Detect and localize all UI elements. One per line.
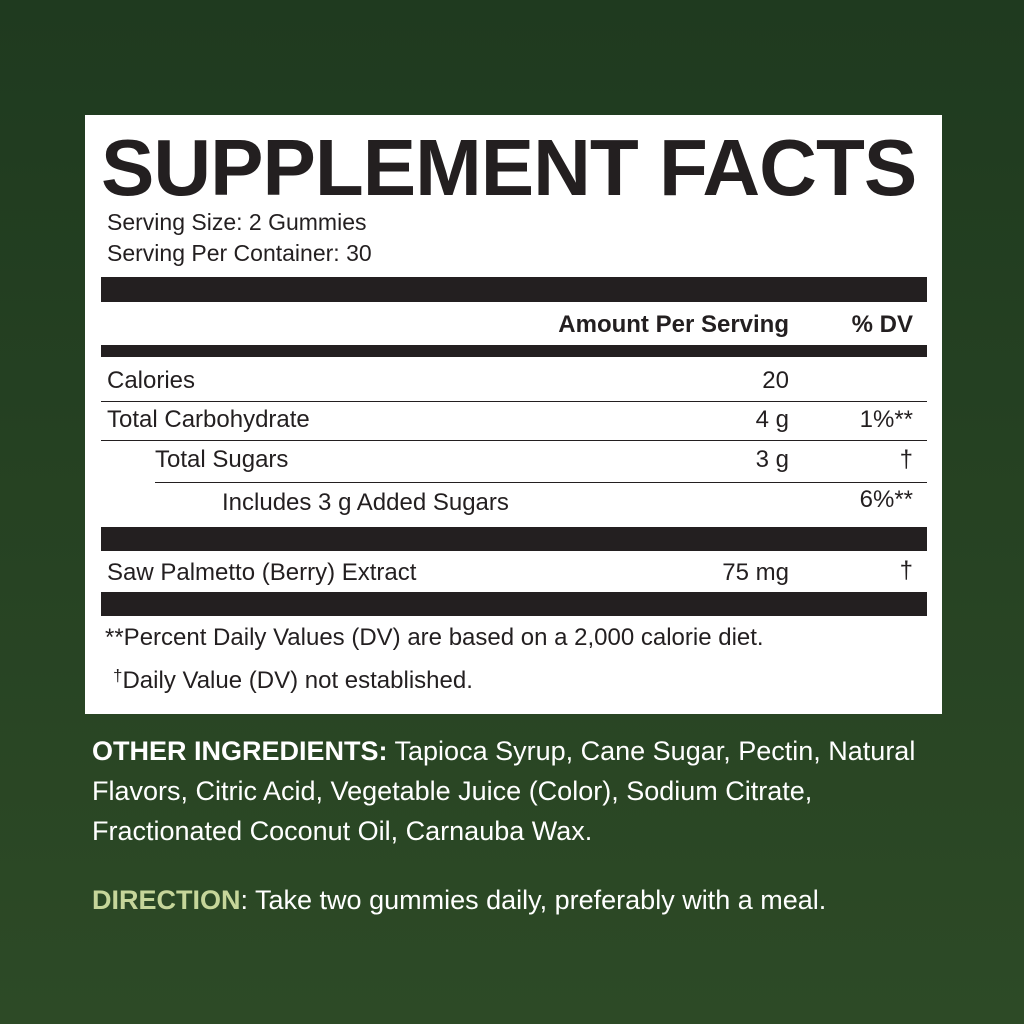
- other-ingredients-text: Tapioca Syrup, Cane Sugar, Pectin, Natur…: [92, 736, 916, 846]
- direction: DIRECTION: Take two gummies daily, prefe…: [92, 880, 952, 920]
- row-divider: [101, 401, 927, 402]
- divider-bar: [101, 277, 927, 302]
- footnote-text: Daily Value (DV) not established.: [122, 667, 473, 694]
- row-name: Includes 3 g Added Sugars: [222, 489, 509, 516]
- row-amount: 3 g: [755, 446, 789, 473]
- other-ingredients-label: OTHER INGREDIENTS:: [92, 736, 388, 766]
- row-name: Total Carbohydrate: [107, 406, 310, 433]
- divider-bar: [101, 527, 927, 551]
- row-dv: 6%**: [859, 486, 913, 513]
- panel-title: SUPPLEMENT FACTS: [101, 123, 917, 212]
- divider-bar: [101, 345, 927, 357]
- header-amount: Amount Per Serving: [558, 311, 789, 338]
- row-amount: 4 g: [755, 406, 789, 433]
- serving-size: Serving Size: 2 Gummies: [107, 209, 367, 235]
- row-name: Saw Palmetto (Berry) Extract: [107, 559, 417, 586]
- row-dv: †: [899, 446, 913, 473]
- footnote-dv-basis: **Percent Daily Values (DV) are based on…: [105, 624, 764, 651]
- row-name: Calories: [107, 367, 196, 394]
- row-divider: [155, 482, 927, 483]
- row-divider: [101, 440, 927, 441]
- direction-label: DIRECTION: [92, 885, 241, 915]
- row-dv: 1%**: [859, 406, 913, 433]
- supplement-facts-panel: SUPPLEMENT FACTS Serving Size: 2 Gummies…: [85, 115, 942, 714]
- row-dv: †: [899, 557, 913, 584]
- row-amount: 75 mg: [722, 559, 789, 586]
- direction-text: : Take two gummies daily, preferably wit…: [240, 885, 827, 915]
- row-name: Total Sugars: [155, 446, 289, 473]
- other-ingredients: OTHER INGREDIENTS: Tapioca Syrup, Cane S…: [92, 731, 952, 851]
- header-dv: % DV: [851, 311, 913, 338]
- servings-per-container: Serving Per Container: 30: [107, 240, 372, 266]
- divider-bar: [101, 592, 927, 616]
- dagger-symbol: †: [113, 666, 123, 685]
- row-amount: 20: [762, 367, 789, 394]
- footnote-not-established: †Daily Value (DV) not established.: [113, 661, 473, 696]
